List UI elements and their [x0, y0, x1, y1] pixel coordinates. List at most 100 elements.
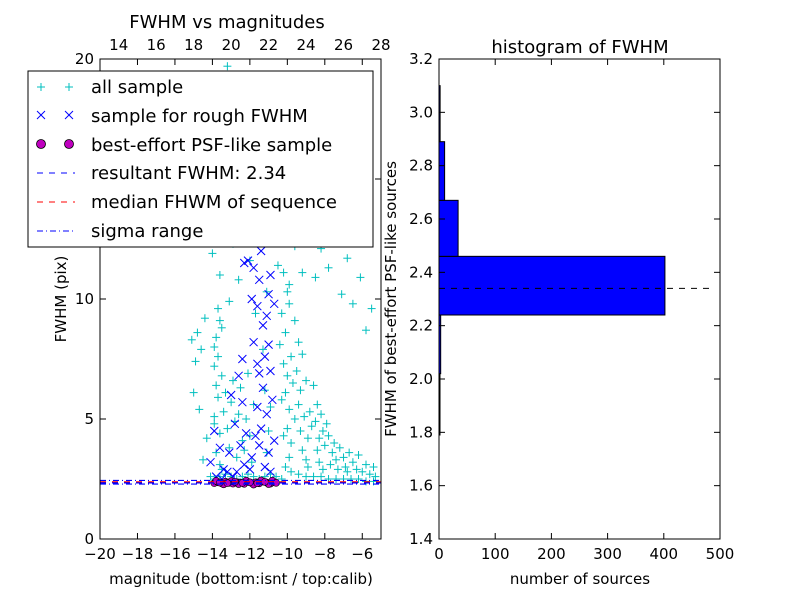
scatter-point-all-sample [324, 263, 333, 272]
scatter-point-all-sample [317, 472, 326, 481]
scatter-point-all-sample [223, 62, 232, 71]
scatter-point-all-sample [225, 443, 234, 452]
scatter-point-all-sample [317, 410, 326, 419]
scatter-point-rough-sample [234, 371, 243, 381]
histogram-ylabel: FWHM of best-effort PSF-like sources [382, 161, 400, 437]
scatter-point-all-sample [298, 446, 307, 455]
scatter-point-all-sample [215, 316, 224, 325]
scatter-point-rough-sample [266, 366, 275, 376]
legend-marker-circle [64, 139, 74, 149]
scatter-point-rough-sample [241, 429, 251, 438]
scatter-point-all-sample [332, 475, 341, 483]
scatter-point-all-sample [287, 439, 296, 447]
scatter-point-rough-sample [226, 390, 236, 400]
scatter-point-all-sample [343, 254, 352, 263]
histogram-ytick-label: 3.0 [409, 103, 433, 121]
histogram-title: histogram of FWHM [491, 37, 668, 58]
scatter-point-all-sample [303, 463, 312, 471]
scatter-point-rough-sample [253, 359, 262, 369]
scatter-point-all-sample [302, 376, 311, 385]
scatter-point-all-sample [283, 371, 292, 380]
scatter-point-all-sample [320, 441, 329, 450]
scatter-top-xtick-label: 22 [259, 36, 278, 54]
legend-marker-x [36, 110, 74, 120]
scatter-xtick-label: −12 [234, 545, 266, 563]
legend-label-psf-sample: best-effort PSF-like sample [91, 135, 332, 156]
scatter-xlabel: magnitude (bottom:isnt / top:calib) [109, 570, 373, 588]
scatter-point-all-sample [195, 405, 204, 414]
scatter-point-all-sample [362, 460, 371, 469]
scatter-point-all-sample [285, 299, 294, 308]
scatter-point-all-sample [298, 268, 307, 277]
legend-entry-sigma: sigma range [37, 221, 203, 242]
scatter-point-all-sample [236, 383, 245, 392]
scatter-point-all-sample [215, 460, 224, 469]
histogram-ytick-label: 2.0 [409, 370, 433, 388]
scatter-point-all-sample [333, 465, 342, 474]
scatter-point-all-sample [309, 472, 318, 481]
scatter-point-all-sample [214, 304, 223, 313]
scatter-point-rough-sample [264, 340, 273, 349]
scatter-point-all-sample [332, 455, 341, 464]
scatter-ytick-label: 20 [75, 50, 94, 68]
legend-label-all-sample: all sample [91, 77, 183, 98]
legend-label-rough-sample: sample for rough FWHM [91, 106, 308, 127]
scatter-point-all-sample [311, 273, 320, 282]
histogram-bars [438, 85, 666, 436]
scatter-point-all-sample [245, 431, 254, 440]
scatter-point-all-sample [326, 460, 335, 469]
scatter-point-all-sample [371, 472, 380, 481]
scatter-point-all-sample [290, 316, 299, 325]
scatter-ticks: −20 −18 −16 −14 −12 −10 −8 −6 14 16 18 20 22 24 26 28 0 5… [75, 36, 391, 563]
scatter-point-all-sample [234, 410, 243, 419]
scatter-point-all-sample [345, 448, 354, 457]
scatter-point-all-sample [348, 458, 357, 467]
scatter-point-all-sample [309, 381, 318, 390]
scatter-point-all-sample [367, 304, 376, 313]
histogram-panel: histogram of FWHM 0 100 200 300 400 500 1.4 1.6… [382, 37, 734, 588]
scatter-point-all-sample [214, 352, 223, 361]
scatter-point-all-sample [337, 290, 346, 299]
scatter-point-all-sample [210, 362, 219, 371]
histogram-ytick-label: 2.2 [409, 317, 433, 335]
scatter-point-rough-sample [239, 460, 249, 469]
scatter-point-rough-sample [236, 441, 245, 450]
scatter-point-all-sample [208, 249, 217, 258]
scatter-ytick-label: 5 [84, 410, 94, 428]
scatter-point-all-sample [281, 328, 290, 337]
scatter-point-all-sample [281, 463, 290, 471]
scatter-point-all-sample [225, 297, 234, 306]
histogram-ytick-label: 2.4 [409, 263, 433, 281]
scatter-point-rough-sample [253, 402, 262, 412]
scatter-point-all-sample [279, 431, 288, 440]
scatter-point-all-sample [343, 467, 352, 476]
scatter-point-all-sample [296, 386, 305, 395]
scatter-point-all-sample [264, 427, 273, 435]
histogram-bar [438, 255, 666, 316]
scatter-point-all-sample [318, 427, 327, 435]
scatter-point-all-sample [300, 412, 309, 421]
legend-marker-circle [36, 139, 46, 149]
scatter-point-all-sample [191, 357, 200, 366]
scatter-point-all-sample [358, 467, 367, 476]
scatter-point-all-sample [193, 328, 202, 337]
scatter-point-rough-sample [247, 453, 257, 462]
histogram-xtick-label: 100 [481, 545, 510, 563]
scatter-point-rough-sample [232, 467, 242, 477]
scatter-top-xtick-label: 28 [371, 36, 390, 54]
scatter-point-all-sample [258, 345, 267, 354]
histogram-ytick-label: 2.6 [409, 210, 433, 228]
scatter-point-all-sample [294, 400, 303, 409]
scatter-point-all-sample [318, 465, 327, 474]
scatter-point-all-sample [234, 275, 243, 284]
scatter-point-rough-sample [254, 369, 264, 378]
scatter-point-all-sample [281, 388, 290, 397]
scatter-point-all-sample [219, 407, 228, 416]
scatter-point-all-sample [249, 400, 258, 409]
histogram-xlabel: number of sources [510, 570, 650, 588]
scatter-xtick-label: −16 [159, 545, 191, 563]
scatter-point-rough-sample [243, 256, 253, 265]
scatter-point-all-sample [287, 352, 296, 361]
scatter-point-rough-sample [267, 395, 277, 405]
